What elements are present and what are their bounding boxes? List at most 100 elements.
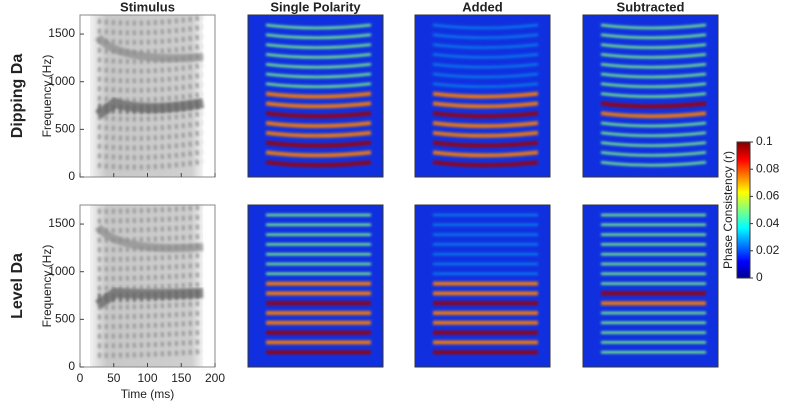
band (265, 150, 372, 158)
harmonic (97, 204, 204, 214)
band (265, 121, 372, 128)
row-label: Level Da (9, 253, 26, 319)
column-title: Subtracted (617, 0, 685, 14)
spectrogram-bands (265, 23, 372, 168)
spectrogram-bands (432, 23, 539, 168)
harmonic (97, 149, 204, 161)
y-tick-label: 0 (68, 169, 75, 183)
harmonic (97, 158, 204, 170)
harmonic (97, 72, 204, 84)
band (265, 23, 372, 30)
harmonic (97, 14, 204, 26)
band (265, 62, 372, 69)
harmonic (97, 24, 204, 36)
band (600, 53, 707, 59)
stimulus-harmonics (97, 14, 204, 170)
band (432, 130, 539, 138)
spectrogram-background (583, 205, 718, 367)
harmonic (97, 272, 204, 282)
harmonic (97, 300, 204, 310)
band (600, 131, 707, 138)
band (432, 82, 539, 89)
colorbar-tick-label: 0 (756, 270, 763, 284)
x-tick-label: 50 (107, 371, 121, 385)
y-axis-label: Frequency (Hz) (40, 245, 54, 328)
y-axis-label: Frequency (Hz) (40, 55, 54, 138)
band (432, 101, 539, 109)
column-title: Single Polarity (270, 0, 361, 14)
y-tick-label: 500 (55, 312, 75, 326)
harmonic (97, 224, 204, 234)
band (265, 33, 372, 40)
harmonic (97, 320, 204, 330)
band (432, 91, 539, 99)
axes-frame (414, 14, 551, 178)
band (600, 141, 707, 147)
harmonic (97, 214, 204, 224)
formant (94, 224, 204, 253)
spectrogram-bands (600, 23, 707, 167)
harmonic (97, 34, 204, 45)
y-tick-label: 1000 (48, 74, 75, 88)
band (265, 82, 372, 89)
band (265, 130, 372, 138)
band (432, 43, 539, 49)
spectrogram-background (248, 205, 383, 367)
harmonic (97, 120, 204, 132)
band (432, 150, 539, 158)
harmonic (97, 252, 204, 262)
harmonic (97, 281, 204, 291)
band (600, 82, 707, 89)
colorbar-tick-label: 0.06 (756, 189, 780, 203)
band (265, 101, 372, 109)
band (600, 72, 707, 79)
band (432, 121, 539, 128)
band (432, 62, 539, 69)
colorbar-tick-label: 0.1 (756, 134, 773, 148)
band (600, 121, 707, 128)
y-tick-label: 500 (55, 122, 75, 136)
colorbar (736, 141, 751, 279)
formant (95, 97, 204, 120)
band (265, 72, 372, 79)
band (600, 43, 707, 49)
formant (94, 34, 204, 63)
harmonic (97, 91, 204, 103)
axes-frame (414, 204, 551, 368)
x-tick-label: 0 (77, 371, 84, 385)
axes-frame (247, 204, 384, 368)
harmonic (97, 262, 204, 272)
band (432, 33, 539, 40)
band (265, 140, 372, 148)
harmonic (97, 139, 204, 151)
x-tick-label: 100 (137, 371, 157, 385)
harmonic (97, 130, 204, 141)
band (265, 53, 372, 59)
harmonic (97, 62, 204, 74)
y-tick-label: 1000 (48, 264, 75, 278)
band (600, 101, 707, 109)
row-label: Dipping Da (9, 54, 26, 139)
band (432, 72, 539, 79)
band (600, 111, 707, 119)
harmonic (97, 82, 204, 93)
column-title: Added (462, 0, 503, 14)
colorbar-label: Phase Consistency (r) (721, 151, 735, 269)
harmonic (97, 310, 204, 320)
colorbar-tick-label: 0.08 (756, 161, 780, 175)
spectrogram-bands (432, 213, 538, 355)
band (432, 53, 539, 59)
band (600, 23, 707, 30)
formant (95, 287, 204, 310)
y-tick-label: 1500 (48, 216, 75, 230)
band (600, 160, 707, 167)
x-axis-label: Time (ms) (121, 387, 175, 401)
harmonic (97, 233, 204, 243)
harmonic (97, 43, 204, 55)
colorbar-tick-label: 0.02 (756, 243, 780, 257)
band (432, 23, 539, 30)
band (432, 111, 539, 119)
axes-frame (582, 204, 719, 368)
band (600, 33, 707, 40)
